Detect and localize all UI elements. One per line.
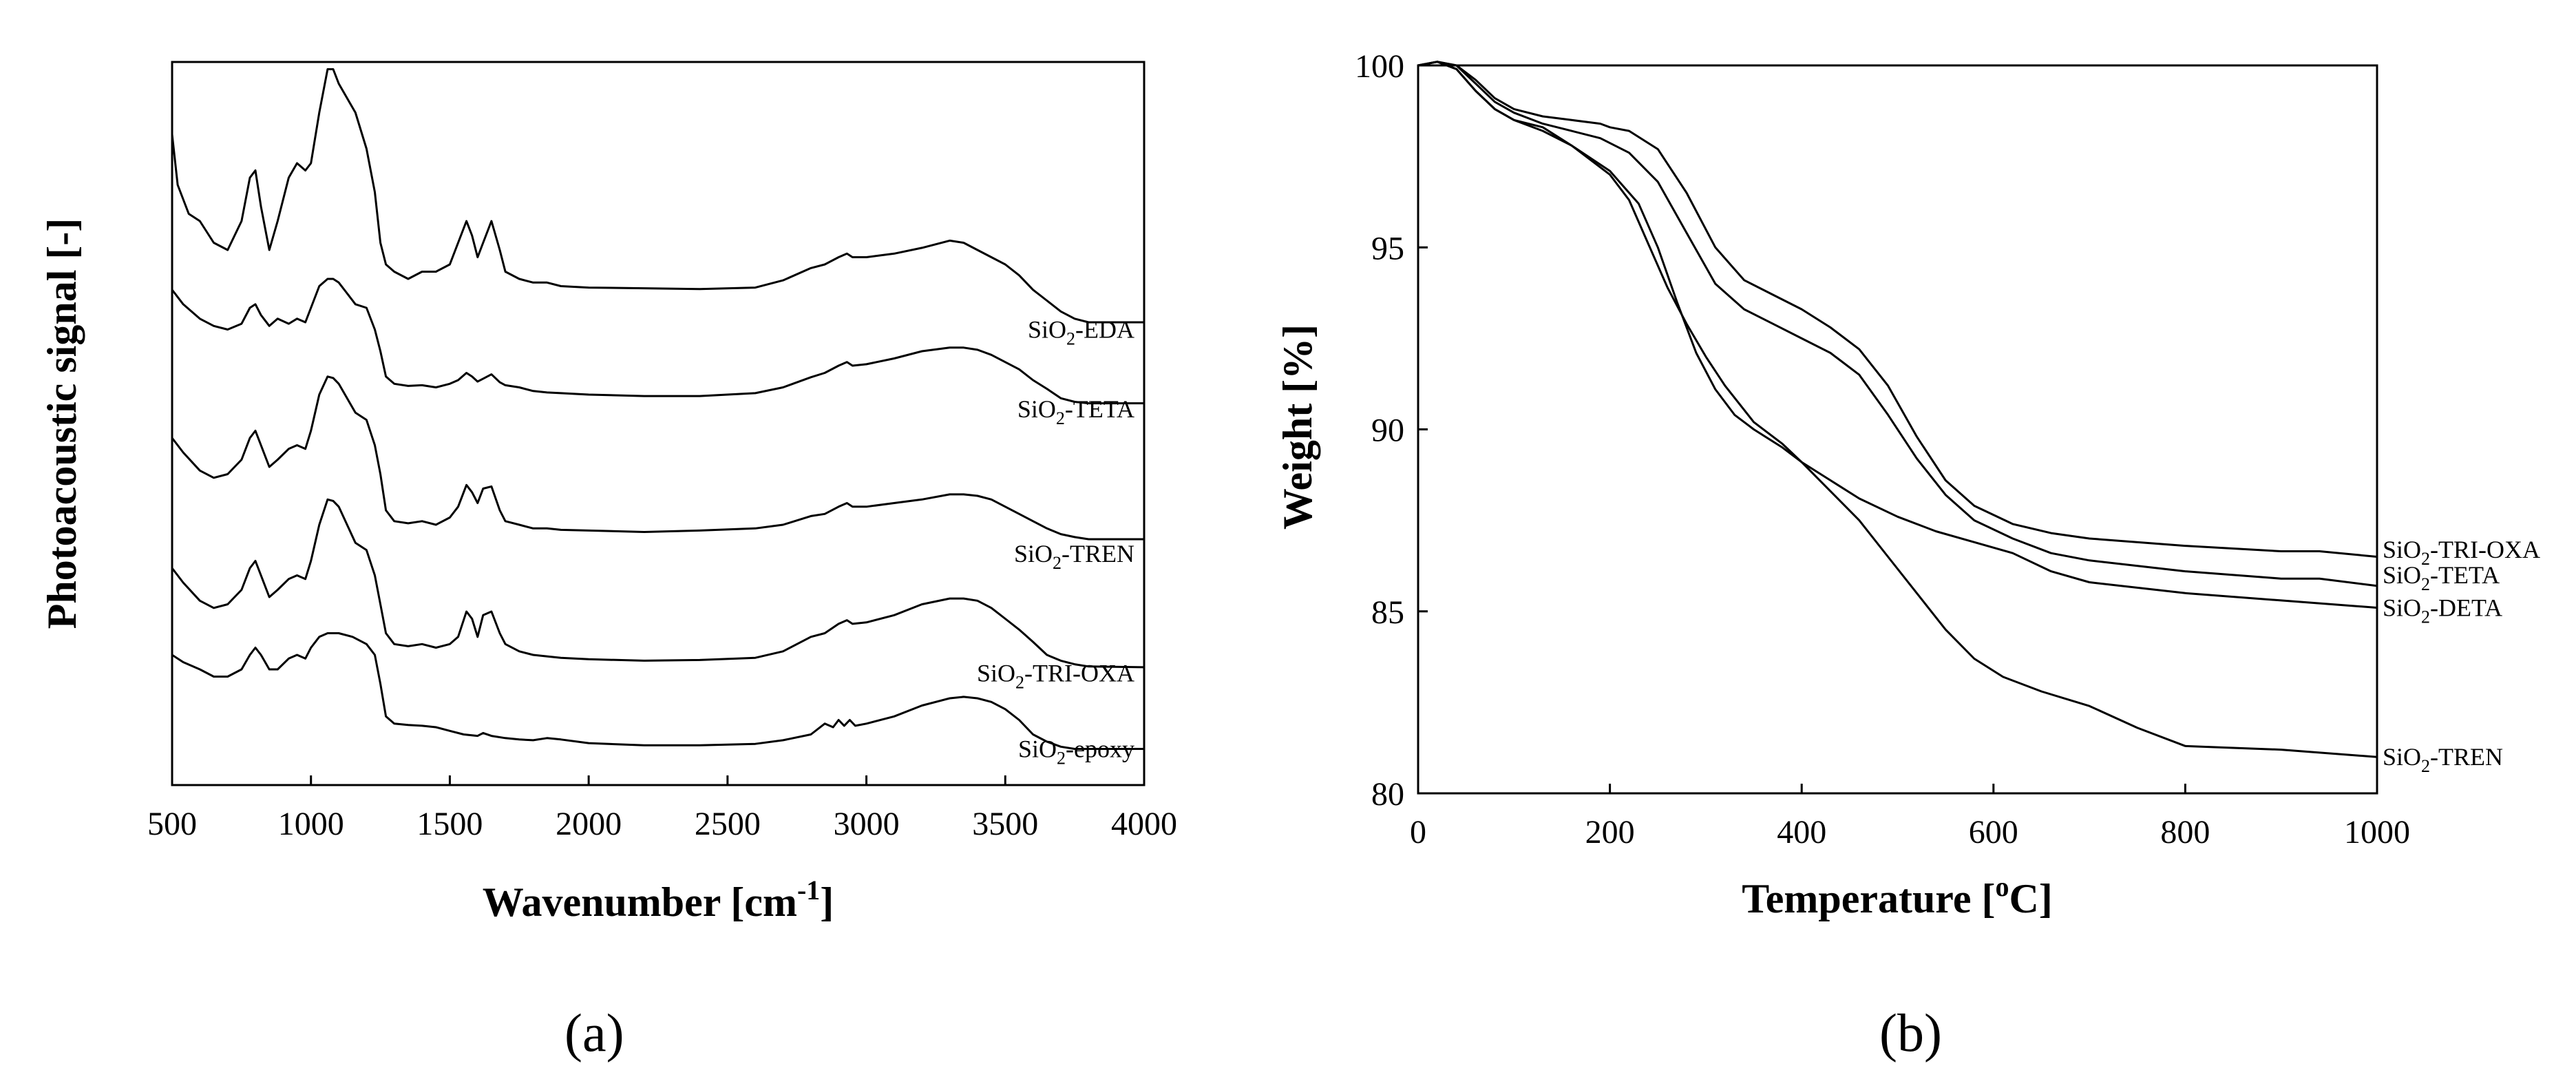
panel-b-y-tick-label: 85 — [1371, 594, 1404, 631]
panel-a-x-tick-label: 2500 — [695, 806, 761, 842]
panel-b-series-line-sio2-deta — [1417, 61, 2378, 609]
panel-b-series-line-sio2-teta — [1417, 61, 2378, 587]
panel-a-series-labels: SiO2-EDA SiO2-TETA SiO2-TREN SiO2-TRI-OXA Si… — [977, 316, 1134, 769]
panel-a-x-axis-label: Wavenumber [cm-1] — [483, 875, 834, 925]
panel-b-series-label-sio2-teta: SiO2-TETA — [2383, 561, 2500, 594]
panel-b-series-label-sio2-tri-oxa: SiO2-TRI-OXA — [2383, 536, 2540, 569]
panel-a-series-line-sio2-tri-oxa — [171, 498, 1145, 669]
panel-b-y-tick-label: 95 — [1371, 230, 1404, 267]
panel-b-series-label-sio2-deta: SiO2-DETA — [2383, 594, 2502, 627]
panel-b-label: (b) — [1879, 1003, 1942, 1063]
panel-b-x-tick-label: 1000 — [2344, 814, 2410, 850]
panel-a-series-line-sio2-tren — [171, 375, 1144, 541]
panel-a-series-line-sio2-eda — [171, 68, 1144, 324]
panel-a-series-label-sio2-tren: SiO2-TREN — [1014, 540, 1134, 573]
panel-b-x-tick-label: 200 — [1585, 814, 1635, 850]
panel-b-x-tick-label: 400 — [1777, 814, 1826, 850]
panel-a-series-line-sio2-epoxy — [171, 632, 1144, 750]
panel-a-chart: 500 1000 1500 2000 2500 3000 3500 4000 SiO2-EDA… — [39, 61, 1177, 925]
panel-a-label: (a) — [564, 1003, 624, 1063]
panel-a-series-label-sio2-epoxy: SiO2-epoxy — [1018, 735, 1134, 769]
panel-a-x-tick-label: 3500 — [972, 806, 1038, 842]
panel-b-x-tick-label: 0 — [1410, 814, 1426, 850]
panel-b-chart: 0 200 400 600 800 1000 80 85 90 95 100 SiO2-TRI-OX… — [1275, 48, 2540, 921]
panel-b-x-tick-label: 800 — [2160, 814, 2210, 850]
panel-a-x-tick-label: 4000 — [1111, 806, 1177, 842]
panel-a-series-label-sio2-teta: SiO2-TETA — [1017, 395, 1134, 428]
panel-a-x-tick-label: 500 — [147, 806, 197, 842]
panel-a-plot-frame — [171, 61, 1146, 786]
panel-b-x-axis-label: Temperature [oC] — [1742, 871, 2053, 921]
panel-a-x-tick-label: 1000 — [278, 806, 344, 842]
panel-b-series-line-sio2-tren — [1417, 61, 2378, 758]
panel-a-x-tick-label: 3000 — [834, 806, 900, 842]
panel-a-x-tick-label: 1500 — [416, 806, 483, 842]
panel-b-axis-ticks: 0 200 400 600 800 1000 80 85 90 95 100 — [1355, 48, 2410, 850]
panel-b-series-line-sio2-tri-oxa — [1417, 61, 2378, 558]
panel-a-series-label-sio2-eda: SiO2-EDA — [1028, 316, 1134, 349]
panel-b-y-tick-label: 80 — [1371, 776, 1404, 813]
panel-b-series-label-sio2-tren: SiO2-TREN — [2383, 743, 2503, 776]
panel-b-series — [1417, 61, 2378, 758]
panel-a-x-ticks: 500 1000 1500 2000 2500 3000 3500 4000 — [147, 775, 1177, 842]
panel-b-y-axis-label: Weight [%] — [1275, 324, 1320, 530]
panel-a-y-axis-label: Photoacoustic signal [-] — [39, 218, 85, 629]
panel-b-y-tick-label: 90 — [1371, 413, 1404, 449]
panel-a-series-label-sio2-tri-oxa: SiO2-TRI-OXA — [977, 659, 1134, 692]
panel-a-series — [171, 68, 1145, 750]
panel-a-series-line-sio2-teta — [171, 278, 1144, 405]
panel-b-y-tick-label: 100 — [1355, 48, 1404, 85]
panel-a-x-tick-label: 2000 — [556, 806, 622, 842]
panel-b-x-tick-label: 600 — [1969, 814, 2018, 850]
